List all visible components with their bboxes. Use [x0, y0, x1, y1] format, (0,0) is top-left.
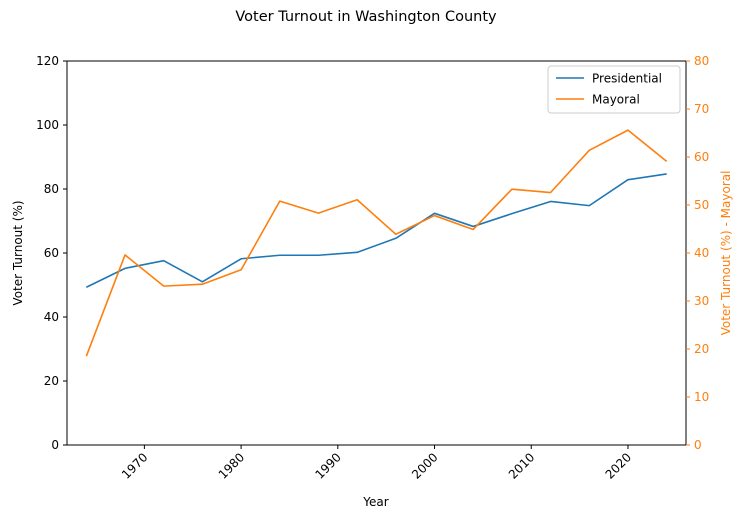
y-tick-label-left: 0	[51, 438, 59, 452]
x-tick-label: 1970	[119, 450, 150, 481]
y-tick-label-right: 20	[694, 342, 709, 356]
y-axis-label-right: Voter Turnout (%) - Mayoral	[719, 171, 733, 336]
y-tick-label-left: 100	[36, 118, 59, 132]
x-tick-label: 1980	[216, 450, 247, 481]
y-axis-label-left: Voter Turnout (%)	[11, 200, 25, 305]
y-tick-label-left: 120	[36, 54, 59, 68]
y-tick-label-left: 40	[44, 310, 59, 324]
legend-label-mayoral: Mayoral	[592, 93, 640, 107]
x-tick-label: 2000	[409, 450, 440, 481]
x-tick-label: 2020	[603, 450, 634, 481]
y-tick-label-right: 70	[694, 102, 709, 116]
x-tick-label: 1990	[312, 450, 343, 481]
series-line-mayoral	[85, 129, 668, 357]
y-tick-label-right: 80	[694, 54, 709, 68]
plot-frame	[66, 60, 687, 446]
x-axis-label: Year	[362, 495, 388, 509]
y-tick-label-right: 40	[694, 246, 709, 260]
x-tick-label: 2010	[506, 450, 537, 481]
y-tick-label-right: 30	[694, 294, 709, 308]
legend: Presidential Mayoral	[547, 65, 681, 114]
y-tick-label-left: 20	[44, 374, 59, 388]
y-tick-label-left: 60	[44, 246, 59, 260]
series-line-presidential	[85, 173, 667, 288]
chart-title: Voter Turnout in Washington County	[235, 9, 497, 25]
legend-label-presidential: Presidential	[592, 72, 662, 86]
y-tick-label-right: 0	[694, 438, 702, 452]
y-tick-label-right: 60	[694, 150, 709, 164]
y-tick-label-left: 80	[44, 182, 59, 196]
y-tick-label-right: 10	[694, 390, 709, 404]
y-tick-label-right: 50	[694, 198, 709, 212]
